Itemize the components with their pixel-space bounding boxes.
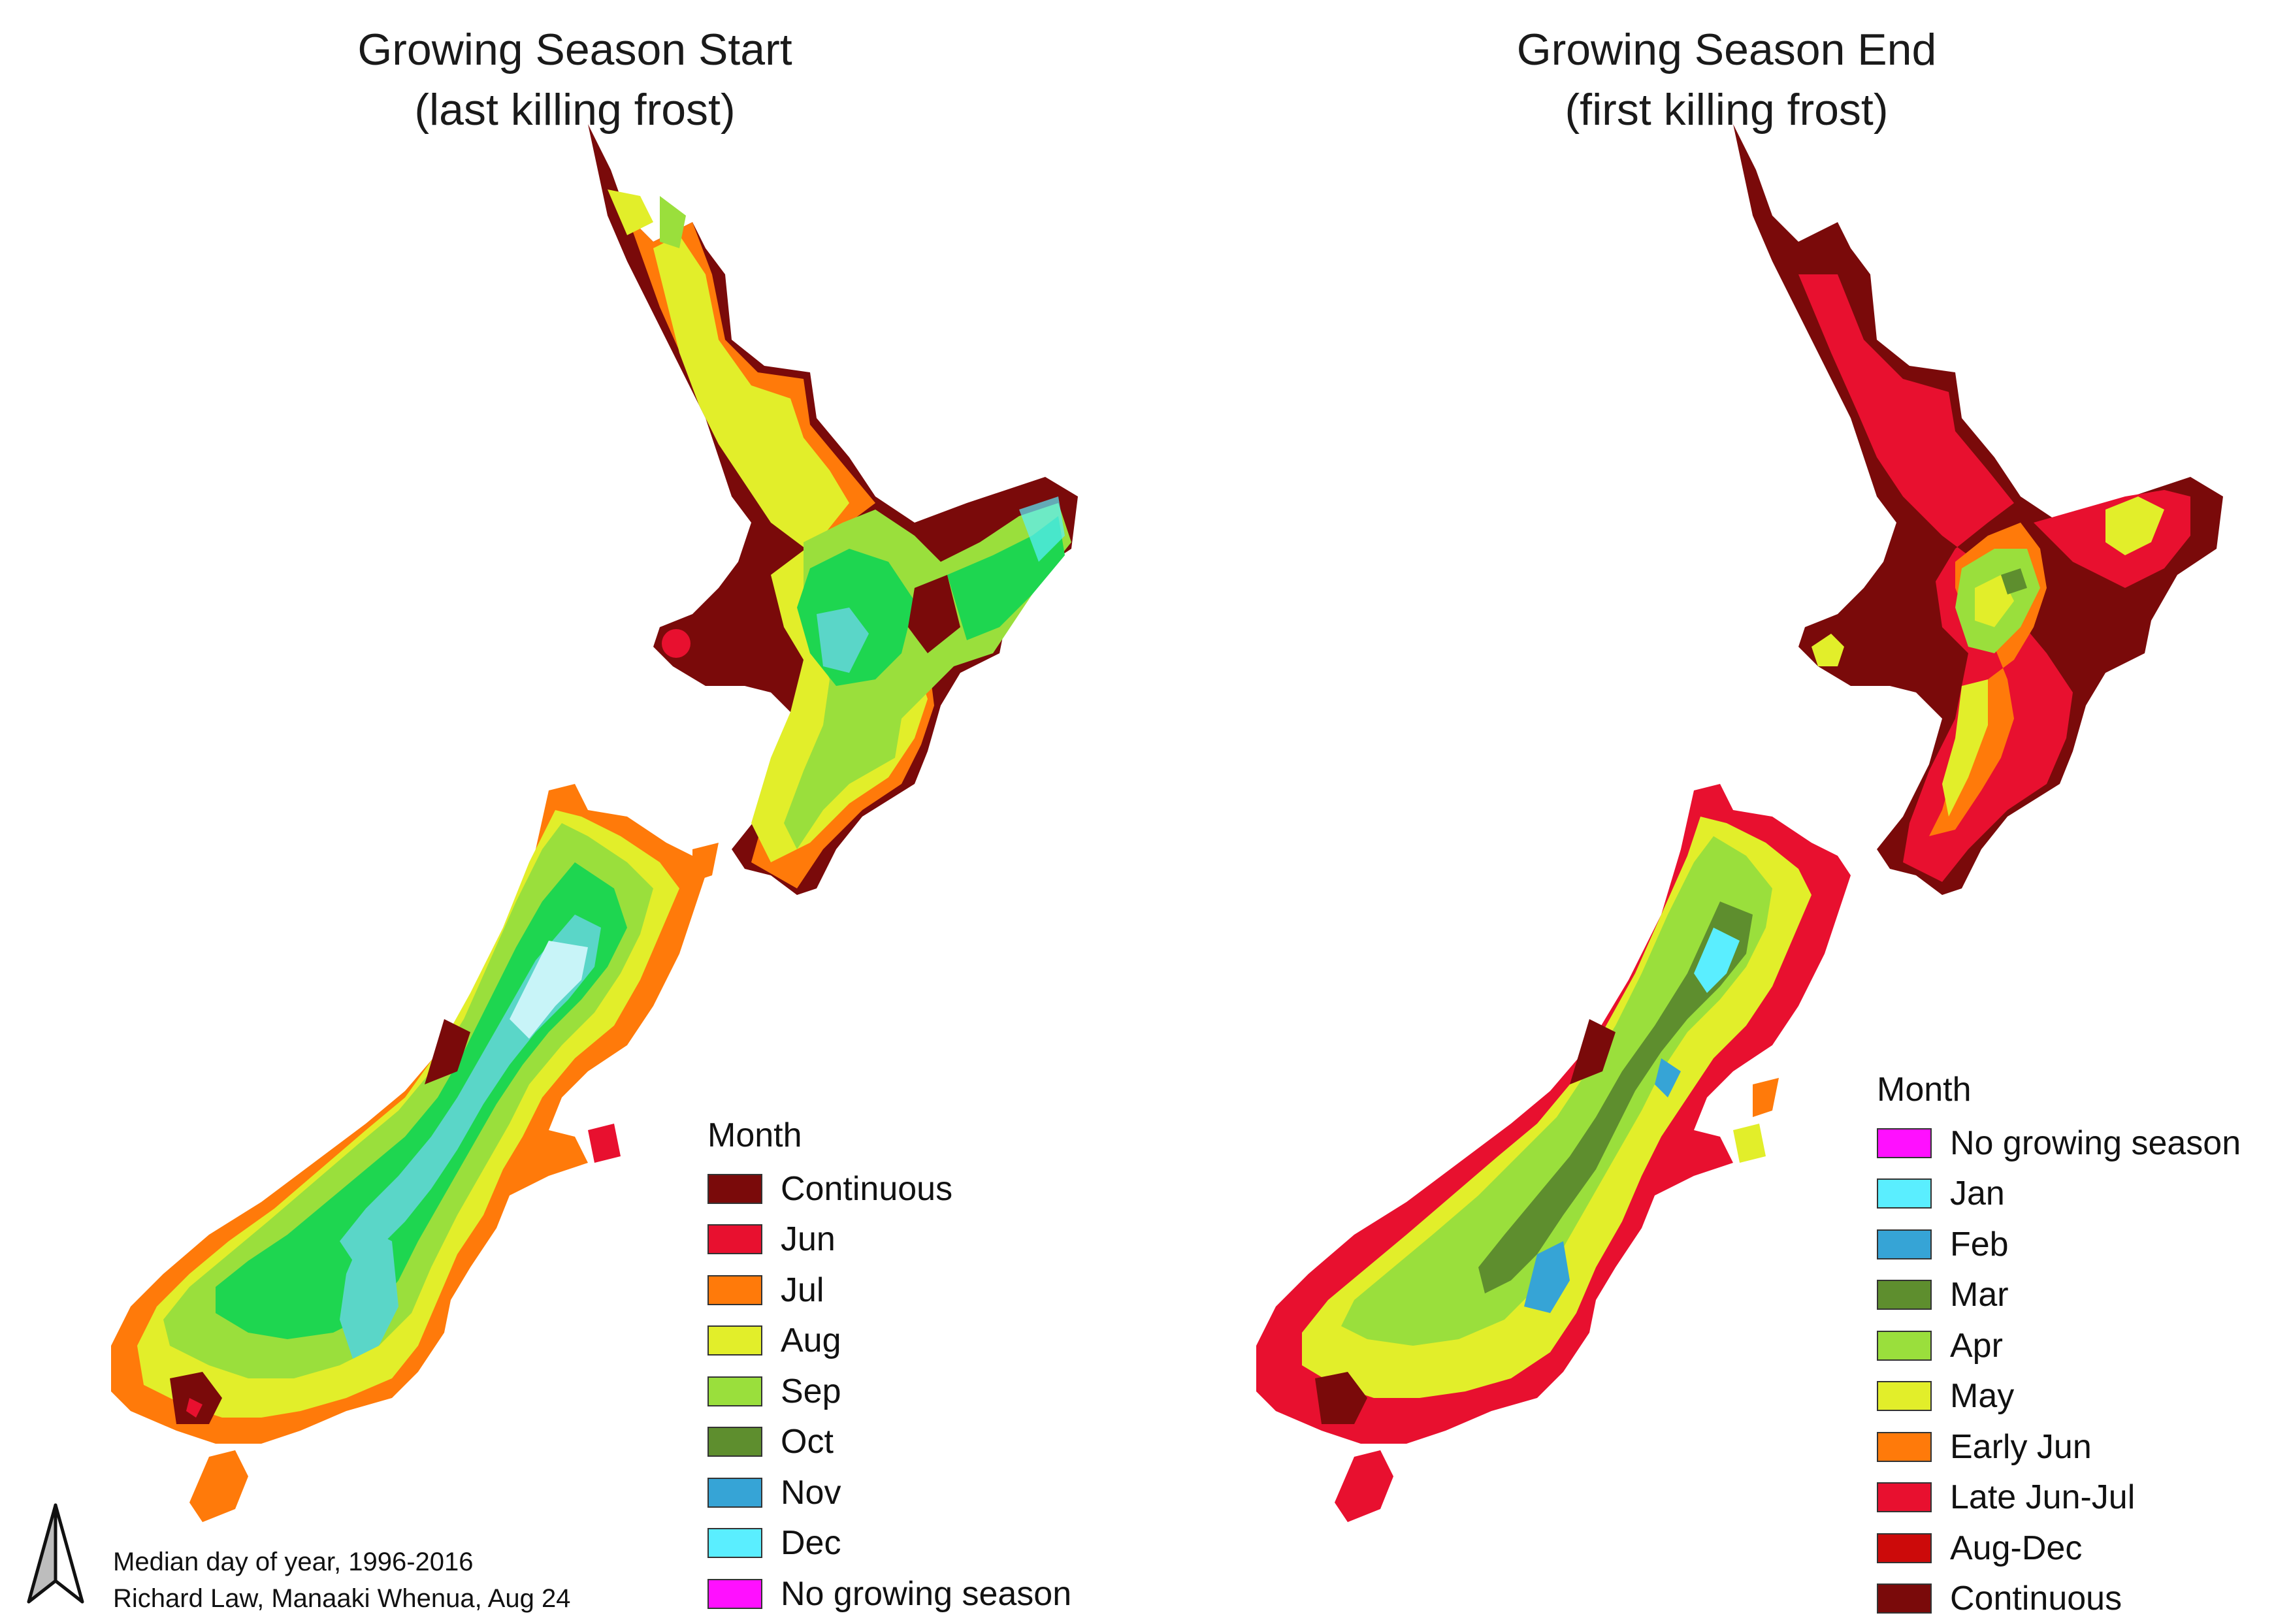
left-legend-item: Dec: [707, 1518, 1071, 1569]
legend-swatch: [707, 1427, 762, 1457]
legend-label: Jun: [781, 1220, 836, 1259]
legend-label: Aug: [781, 1321, 841, 1360]
right-legend-item: Late Jun-Jul: [1877, 1472, 2241, 1523]
legend-label: Sep: [781, 1372, 841, 1411]
right-legend-item: Continuous: [1877, 1574, 2241, 1624]
right-legend-item: Jan: [1877, 1169, 2241, 1220]
left-legend-item: Jun: [707, 1214, 1071, 1265]
right-legend-item: No growing season: [1877, 1118, 2241, 1169]
legend-label: Dec: [781, 1523, 841, 1563]
right-legend-item: Aug-Dec: [1877, 1523, 2241, 1574]
right-legend-item: Apr: [1877, 1320, 2241, 1371]
legend-label: Continuous: [781, 1169, 952, 1209]
credits-line2: Richard Law, Manaaki Whenua, Aug 24: [113, 1580, 570, 1617]
legend-label: Jan: [1950, 1174, 2005, 1213]
legend-swatch: [707, 1376, 762, 1406]
legend-label: Late Jun-Jul: [1950, 1478, 2135, 1517]
legend-swatch: [1877, 1432, 1932, 1462]
legend-label: May: [1950, 1376, 2014, 1416]
legend-label: Early Jun: [1950, 1427, 2092, 1467]
legend-label: Aug-Dec: [1950, 1529, 2082, 1568]
legend-swatch: [1877, 1482, 1932, 1512]
left-legend-title: Month: [707, 1112, 1071, 1158]
legend-label: Continuous: [1950, 1579, 2122, 1618]
legend-swatch: [1877, 1583, 1932, 1614]
credits-line1: Median day of year, 1996-2016: [113, 1544, 570, 1580]
left-north-island: [588, 124, 1078, 895]
right-legend-title: Month: [1877, 1067, 2241, 1112]
right-legend-item: Mar: [1877, 1270, 2241, 1321]
legend-swatch: [1877, 1533, 1932, 1563]
left-legend-item: Sep: [707, 1366, 1071, 1417]
legend-label: Mar: [1950, 1275, 2009, 1314]
legend-label: Nov: [781, 1473, 841, 1512]
left-legend-item: Jul: [707, 1265, 1071, 1316]
north-arrow-icon: [26, 1502, 85, 1607]
legend-label: Jul: [781, 1271, 824, 1310]
left-map-panel: Growing Season Start (last killing frost…: [0, 0, 1145, 1620]
left-legend-item: Nov: [707, 1467, 1071, 1518]
legend-label: Apr: [1950, 1326, 2003, 1365]
right-legend-item: May: [1877, 1371, 2241, 1422]
right-legend-item: Feb: [1877, 1219, 2241, 1270]
legend-swatch: [1877, 1331, 1932, 1361]
legend-label: No growing season: [1950, 1124, 2241, 1163]
left-legend-item: Continuous: [707, 1163, 1071, 1214]
left-legend-item: Oct: [707, 1417, 1071, 1468]
map-credits: Median day of year, 1996-2016 Richard La…: [113, 1544, 570, 1617]
legend-swatch: [707, 1478, 762, 1508]
right-north-island: [1733, 124, 2223, 895]
legend-swatch: [707, 1275, 762, 1305]
legend-swatch: [707, 1528, 762, 1558]
legend-swatch: [1877, 1381, 1932, 1411]
legend-swatch: [707, 1579, 762, 1609]
legend-swatch: [1877, 1128, 1932, 1158]
legend-swatch: [707, 1325, 762, 1356]
legend-label: Feb: [1950, 1225, 2009, 1264]
legend-label: No growing season: [781, 1574, 1071, 1614]
left-legend-item: Aug: [707, 1316, 1071, 1367]
left-legend-item: No growing season: [707, 1568, 1071, 1619]
legend-swatch: [707, 1174, 762, 1204]
legend-swatch: [707, 1224, 762, 1254]
right-south-island: [1256, 784, 1851, 1522]
right-map-panel: Growing Season End (first killing frost): [1145, 0, 2291, 1620]
legend-swatch: [1877, 1229, 1932, 1259]
legend-swatch: [1877, 1280, 1932, 1310]
left-map-legend: Month Continuous Jun Jul Aug Sep Oct Nov…: [707, 1112, 1071, 1619]
left-south-island: [111, 784, 719, 1522]
right-map-legend: Month No growing season Jan Feb Mar Apr …: [1877, 1067, 2241, 1624]
legend-label: Oct: [781, 1422, 834, 1461]
legend-swatch: [1877, 1178, 1932, 1209]
right-legend-item: Early Jun: [1877, 1421, 2241, 1472]
